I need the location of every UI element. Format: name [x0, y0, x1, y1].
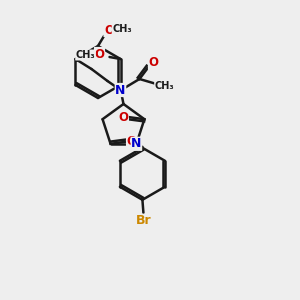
Text: O: O [104, 23, 114, 37]
Text: CH₃: CH₃ [76, 50, 95, 60]
Text: Br: Br [136, 214, 151, 227]
Text: O: O [127, 135, 136, 148]
Text: CH₃: CH₃ [155, 81, 174, 91]
Text: N: N [131, 137, 142, 150]
Text: O: O [148, 56, 158, 70]
Text: O: O [94, 47, 104, 61]
Text: O: O [118, 111, 128, 124]
Text: N: N [115, 83, 126, 97]
Text: CH₃: CH₃ [112, 24, 132, 34]
